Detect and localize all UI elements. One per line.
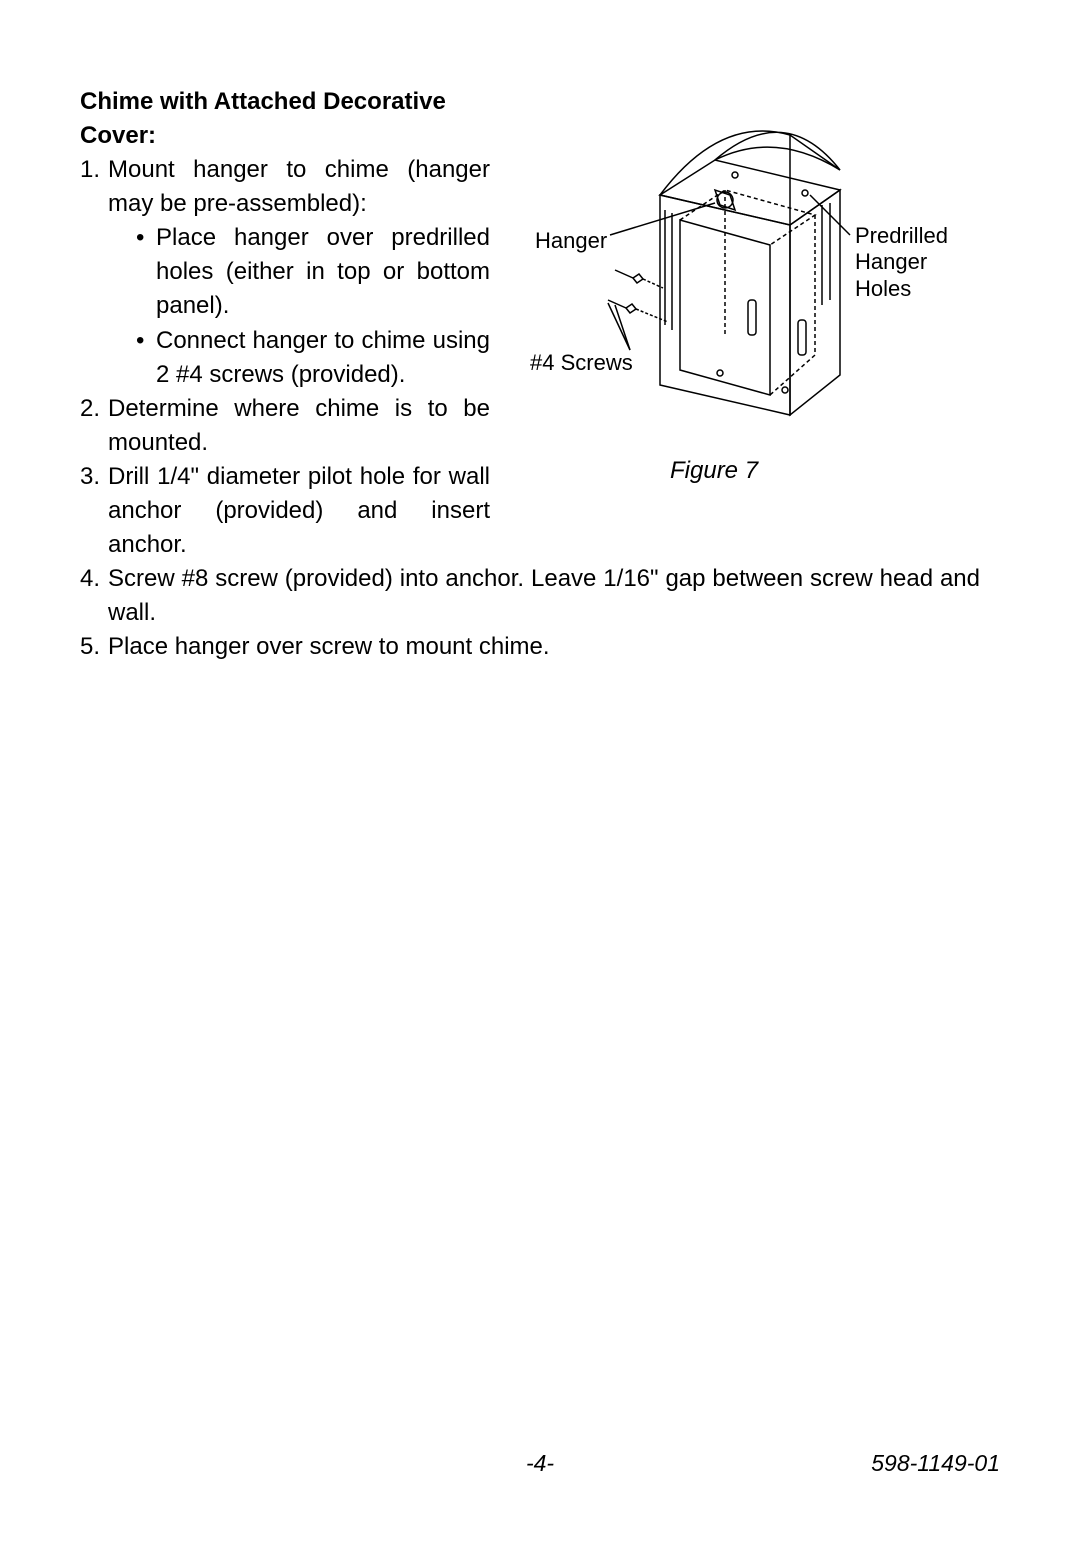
figure-column: Hanger #4 Screws PredrilledHangerHoles F… (520, 85, 1000, 562)
bullet-icon: • (136, 221, 144, 255)
substep-text: Place hanger over predrilled holes (eith… (156, 224, 490, 319)
step-2: 2. Determine where chime is to be mounte… (80, 392, 490, 460)
label-predrilled: PredrilledHangerHoles (855, 223, 948, 302)
substep-list: • Place hanger over predrilled holes (ei… (108, 221, 490, 391)
label-predrilled-text: PredrilledHangerHoles (855, 223, 948, 301)
step-5: 5. Place hanger over screw to mount chim… (80, 630, 980, 664)
step-number: 1. (80, 153, 100, 187)
document-number: 598-1149-01 (871, 1450, 1000, 1477)
figure-caption: Figure 7 (670, 457, 758, 485)
substep-text: Connect hanger to chime using 2 #4 screw… (156, 327, 490, 388)
step-number: 4. (80, 562, 100, 596)
step-text: Drill 1/4" diameter pilot hole for wall … (108, 463, 490, 558)
step-3: 3. Drill 1/4" diameter pilot hole for wa… (80, 460, 490, 562)
section-heading-line2: Cover: (80, 119, 490, 153)
instruction-list: 1. Mount hanger to chime (hanger may be … (80, 153, 490, 562)
step-number: 5. (80, 630, 100, 664)
step-text: Place hanger over screw to mount chime. (108, 633, 550, 660)
step-4: 4. Screw #8 screw (provided) into anchor… (80, 562, 980, 630)
page-footer: -4- 598-1149-01 (0, 1450, 1080, 1477)
step-text: Determine where chime is to be mounted. (108, 395, 490, 456)
full-width-steps: 4. Screw #8 screw (provided) into anchor… (80, 562, 1000, 664)
bullet-icon: • (136, 324, 144, 358)
step-number: 2. (80, 392, 100, 426)
label-hanger: Hanger (535, 228, 607, 254)
substep-1b: • Connect hanger to chime using 2 #4 scr… (136, 324, 490, 392)
substep-1a: • Place hanger over predrilled holes (ei… (136, 221, 490, 323)
step-1: 1. Mount hanger to chime (hanger may be … (80, 153, 490, 392)
page-number: -4- (526, 1450, 554, 1477)
section-heading-line1: Chime with Attached Decorative (80, 85, 490, 119)
content-row: Chime with Attached Decorative Cover: 1.… (80, 85, 1000, 562)
step-text: Screw #8 screw (provided) into anchor. L… (108, 565, 980, 626)
label-screws: #4 Screws (530, 350, 633, 376)
instructions-column: Chime with Attached Decorative Cover: 1.… (80, 85, 490, 562)
page-container: Chime with Attached Decorative Cover: 1.… (0, 0, 1080, 1552)
step-text: Mount hanger to chime (hanger may be pre… (108, 156, 490, 217)
step-number: 3. (80, 460, 100, 494)
